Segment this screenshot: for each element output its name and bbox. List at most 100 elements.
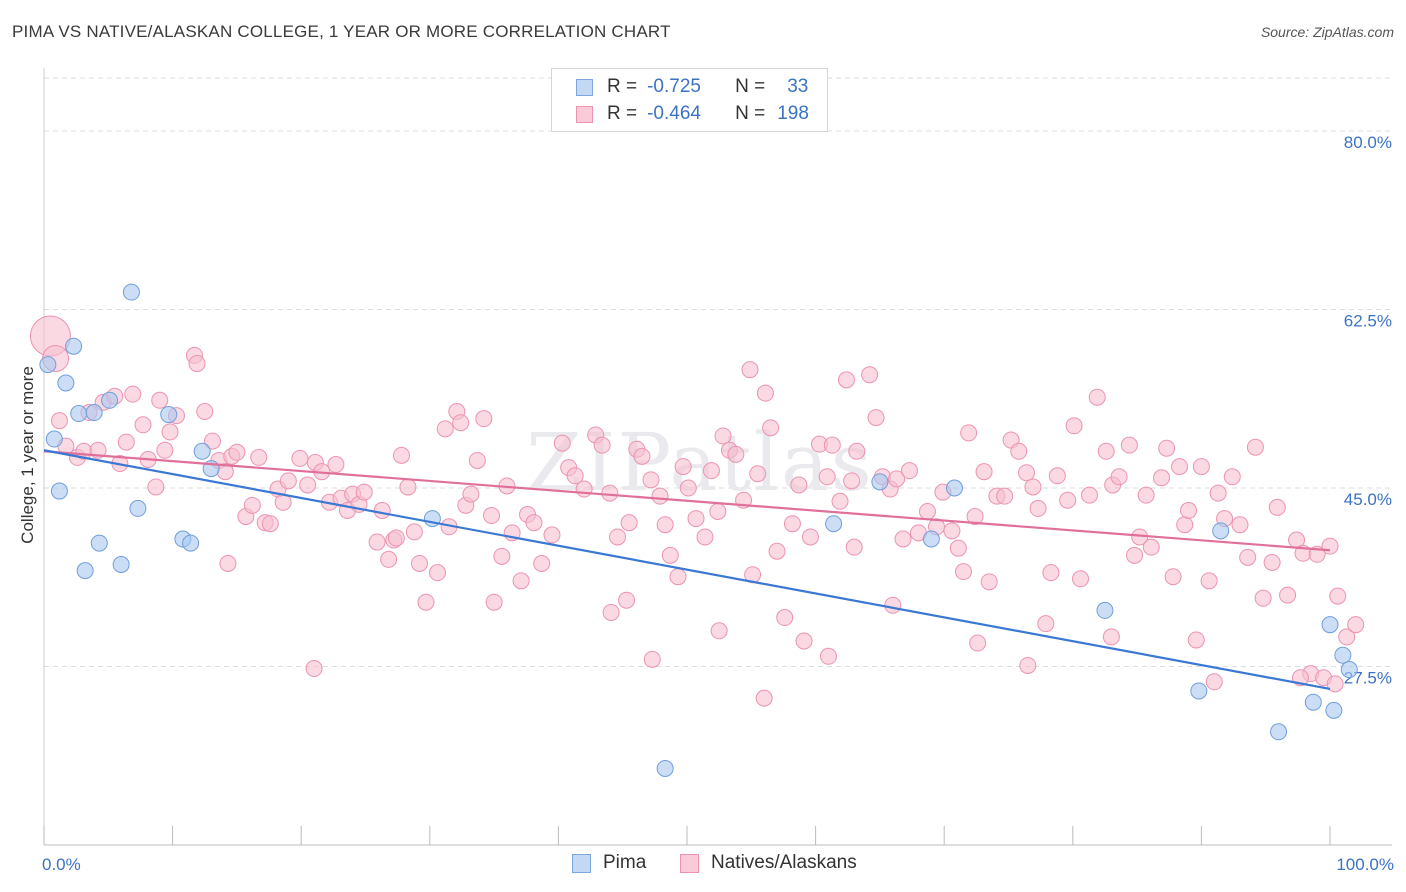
natives-point [429, 564, 447, 582]
legend-row-pima: R = -0.725 N = 33 [552, 74, 808, 100]
natives-point [755, 689, 773, 707]
y-tick-label: 45.0% [1344, 490, 1392, 509]
pima-point [50, 482, 68, 500]
natives-point [762, 419, 780, 437]
natives-point [368, 533, 386, 551]
pima-point [39, 356, 57, 374]
natives-point [884, 596, 902, 614]
natives-point [261, 515, 279, 533]
natives-point [975, 463, 993, 481]
natives-point [468, 451, 486, 469]
natives-point [823, 436, 841, 454]
natives-point [566, 467, 584, 485]
natives-point [327, 456, 345, 474]
pima-point [1096, 601, 1114, 619]
natives-point [620, 514, 638, 532]
natives-point [1329, 587, 1347, 605]
natives-swatch [576, 105, 593, 123]
natives-point [462, 485, 480, 503]
natives-point [714, 427, 732, 445]
natives-point [888, 470, 906, 488]
pima-points [39, 283, 1358, 777]
natives-point [117, 433, 135, 451]
natives-point [387, 529, 405, 547]
natives-point [493, 547, 511, 565]
natives-point [436, 420, 454, 438]
natives-point [949, 539, 967, 557]
pima-point [1270, 723, 1288, 741]
natives-point [642, 471, 660, 489]
pima-point [70, 405, 88, 423]
natives-point [1164, 568, 1182, 586]
natives-point [1024, 478, 1042, 496]
natives-point [219, 554, 237, 572]
natives-point [147, 478, 165, 496]
natives-point [553, 434, 571, 452]
natives-point [609, 528, 627, 546]
natives-n-value: 198 [777, 103, 809, 124]
natives-point [380, 550, 398, 568]
grid-lines [44, 77, 1392, 667]
natives-point [1065, 417, 1083, 435]
pima-point [122, 283, 140, 301]
natives-point [651, 487, 669, 505]
natives-point [1120, 436, 1138, 454]
natives-point [1326, 675, 1344, 693]
pima-swatch [576, 78, 593, 96]
natives-point [918, 502, 936, 520]
natives-point [1110, 468, 1128, 486]
natives-point [867, 409, 885, 427]
natives-point [1088, 388, 1106, 406]
pima-r-label: R = [607, 76, 638, 97]
natives-point [1180, 501, 1198, 519]
natives-point [900, 462, 918, 480]
natives-point [709, 502, 727, 520]
natives-point [661, 546, 679, 564]
pima-r-value: -0.725 [647, 76, 701, 97]
pima-point [1321, 616, 1339, 634]
natives-point [1223, 468, 1241, 486]
pima-point [1212, 522, 1230, 540]
pima-point [1325, 701, 1343, 719]
natives-point [696, 528, 714, 546]
natives-point [483, 507, 501, 525]
natives-point [485, 593, 503, 611]
natives-point [291, 449, 309, 467]
natives-point [250, 448, 268, 466]
natives-point [243, 496, 261, 514]
natives-point [1010, 442, 1028, 460]
natives-point [50, 412, 68, 430]
y-tick-labels: 27.5%45.0%62.5%80.0% [1344, 133, 1392, 688]
natives-point [1205, 673, 1223, 691]
pima-n-value: 33 [787, 76, 809, 97]
pima-point [1340, 661, 1358, 679]
natives-point [1048, 467, 1066, 485]
natives-point [768, 542, 786, 560]
natives-point [980, 573, 998, 591]
pima-point [182, 534, 200, 552]
natives-point [848, 442, 866, 460]
pima-point [945, 479, 963, 497]
chart-title: PIMA VS NATIVE/ALASKAN COLLEGE, 1 YEAR O… [12, 22, 671, 41]
bottom-pima-swatch [572, 853, 591, 873]
natives-point [512, 572, 530, 590]
natives-point [161, 423, 179, 441]
axes [43, 68, 1392, 846]
natives-point [656, 516, 674, 534]
natives-point [783, 515, 801, 533]
pima-point [45, 430, 63, 448]
natives-point [1081, 486, 1099, 504]
natives-point [533, 554, 551, 572]
natives-point [1037, 615, 1055, 633]
natives-point [156, 441, 174, 459]
natives-point [593, 436, 611, 454]
pima-point [193, 442, 211, 460]
bottom-natives-swatch [680, 853, 699, 873]
natives-point [1279, 586, 1297, 604]
natives-point [1142, 538, 1160, 556]
pima-point [65, 337, 83, 355]
natives-point [818, 468, 836, 486]
natives-point [756, 384, 774, 402]
natives-point [417, 593, 435, 611]
pima-point [922, 530, 940, 548]
